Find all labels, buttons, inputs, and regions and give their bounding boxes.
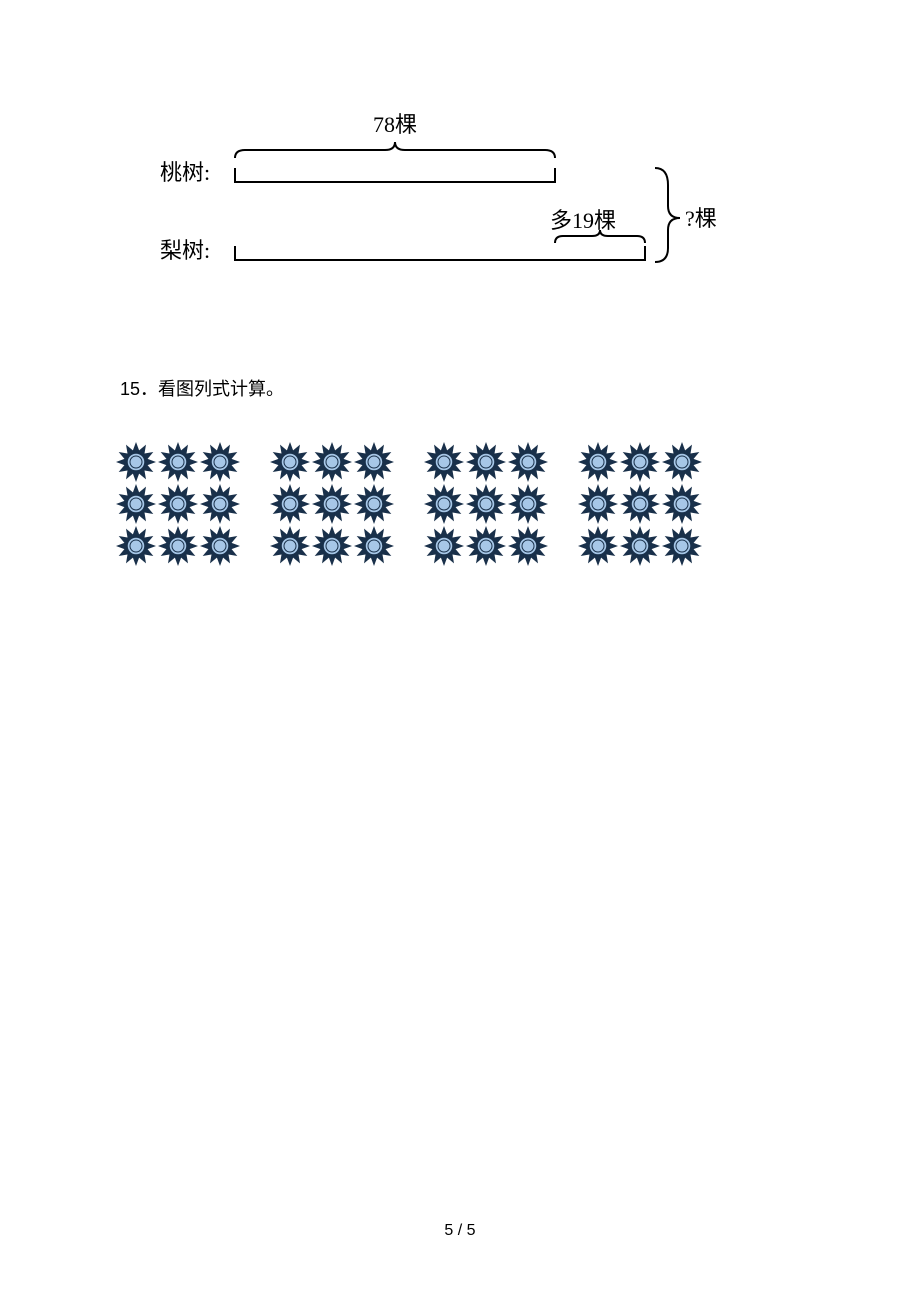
star-row [269,525,395,567]
top-brace-label: 78棵 [373,112,417,137]
star-icon [504,480,552,528]
star-icon [420,480,468,528]
question-label: ?棵 [685,206,717,231]
star-icon [308,522,356,570]
star-icon [420,522,468,570]
star-icon [616,522,664,570]
star-icon [266,522,314,570]
peach-label: 桃树: [160,160,210,185]
pear-bar [235,246,645,260]
star-icon [462,438,510,486]
star-row [577,441,703,483]
star-group [577,441,703,567]
star-row [423,525,549,567]
star-row [269,483,395,525]
star-icon [574,438,622,486]
top-brace-group: 78棵 [235,112,555,158]
star-group [115,441,241,567]
top-brace [235,142,555,158]
star-icon [196,480,244,528]
page-footer: 5 / 5 [0,1222,920,1240]
peach-bar [235,168,555,182]
star-row [115,525,241,567]
star-icon [350,438,398,486]
star-group [269,441,395,567]
star-row [115,483,241,525]
star-row [423,483,549,525]
extra-label: 多19棵 [550,208,616,233]
question-text: 看图列式计算。 [158,379,284,399]
star-icon [112,438,160,486]
stars-container [115,441,800,567]
star-icon [196,522,244,570]
star-icon [154,480,202,528]
star-icon [196,438,244,486]
question-15: 15．看图列式计算。 [120,375,800,401]
star-icon [658,480,706,528]
star-row [115,441,241,483]
star-icon [112,480,160,528]
star-icon [658,438,706,486]
star-icon [658,522,706,570]
star-row [423,441,549,483]
star-icon [574,522,622,570]
star-icon [504,522,552,570]
star-icon [504,438,552,486]
star-icon [574,480,622,528]
star-icon [350,480,398,528]
star-icon [462,480,510,528]
star-row [577,483,703,525]
pear-label: 梨树: [160,238,210,263]
star-group [423,441,549,567]
star-icon [266,480,314,528]
star-icon [266,438,314,486]
question-number: 15． [120,379,158,399]
star-icon [112,522,160,570]
page-content: 78棵 桃树: 多19棵 梨树: ?棵 15．看图列式计算。 [0,0,920,567]
star-icon [350,522,398,570]
star-icon [462,522,510,570]
star-icon [616,438,664,486]
star-icon [308,438,356,486]
right-brace [655,168,680,262]
star-icon [154,438,202,486]
star-icon [616,480,664,528]
bar-diagram-svg: 78棵 桃树: 多19棵 梨树: ?棵 [150,110,750,310]
star-icon [154,522,202,570]
bar-comparison-diagram: 78棵 桃树: 多19棵 梨树: ?棵 [150,110,800,315]
star-icon [420,438,468,486]
star-row [577,525,703,567]
star-row [269,441,395,483]
star-icon [308,480,356,528]
